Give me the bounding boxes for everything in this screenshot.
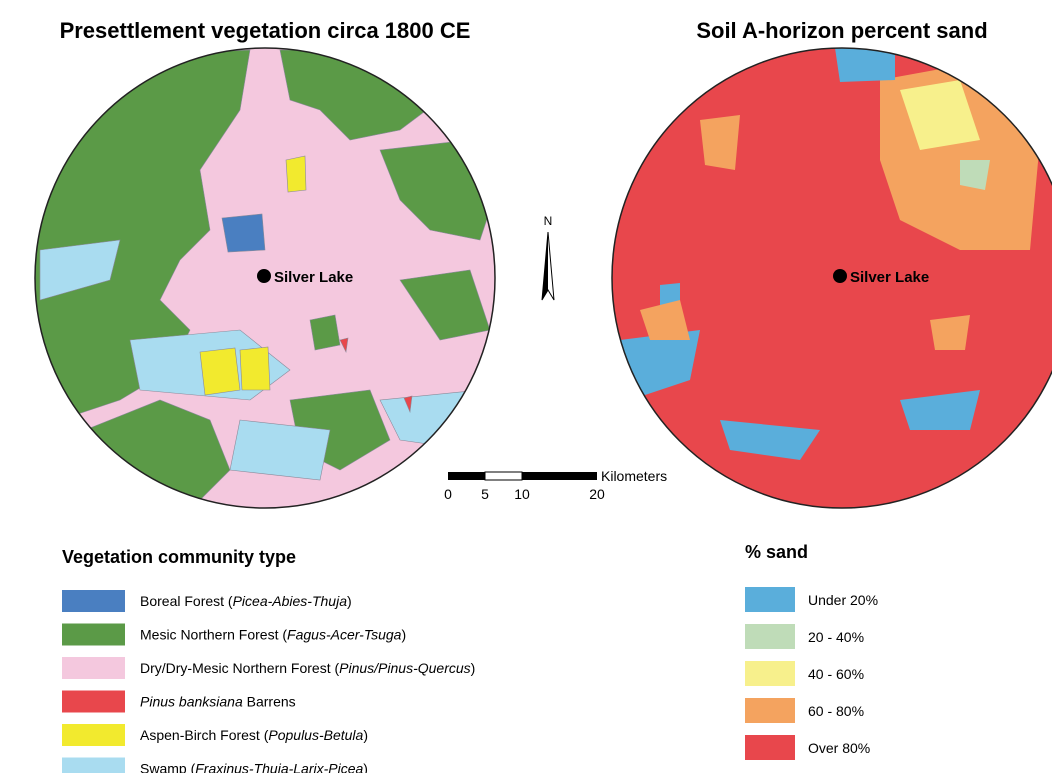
sand-map xyxy=(600,45,1052,515)
map-region xyxy=(930,315,970,350)
map-region xyxy=(960,160,990,190)
map-region xyxy=(835,48,895,82)
place-marker xyxy=(833,269,847,283)
map-region xyxy=(200,348,240,395)
legend-swatch xyxy=(745,735,795,760)
legend-label-part: Fraxinus-Thuja-Larix-Picea xyxy=(195,761,363,774)
place-marker xyxy=(257,269,271,283)
legend-label-part: ) xyxy=(347,593,352,609)
north-label: N xyxy=(544,214,553,228)
legend-title: Vegetation community type xyxy=(62,547,296,567)
legend-swatch xyxy=(745,698,795,723)
legend-label: Dry/Dry-Mesic Northern Forest (Pinus/Pin… xyxy=(140,660,475,676)
scale-tick: 0 xyxy=(444,486,452,502)
legend-label: Boreal Forest (Picea-Abies-Thuja) xyxy=(140,593,352,609)
legend-label: 40 - 60% xyxy=(808,666,864,682)
legend-label: 20 - 40% xyxy=(808,629,864,645)
legend-label-part: Boreal Forest ( xyxy=(140,593,233,609)
scale-unit: Kilometers xyxy=(601,468,667,484)
legend-swatch xyxy=(745,587,795,612)
legend-label-part: Picea-Abies-Thuja xyxy=(233,593,348,609)
map-region xyxy=(420,60,500,120)
legend-label-part: Barrens xyxy=(243,694,296,710)
legend-label: Under 20% xyxy=(808,592,878,608)
legend-swatch xyxy=(745,624,795,649)
legend-swatch xyxy=(62,624,125,646)
legend-label-part: Pinus banksiana xyxy=(140,694,243,710)
map-region xyxy=(310,315,340,350)
legend-swatch xyxy=(62,590,125,612)
map-region xyxy=(230,420,330,480)
legend-swatch xyxy=(62,758,125,774)
map-region xyxy=(40,400,230,520)
legend-label: Swamp (Fraxinus-Thuja-Larix-Picea) xyxy=(140,761,368,774)
vegetation-legend: Boreal Forest (Picea-Abies-Thuja)Mesic N… xyxy=(62,590,475,773)
map-region xyxy=(286,156,306,192)
legend-label: Mesic Northern Forest (Fagus-Acer-Tsuga) xyxy=(140,627,406,643)
legend-swatch xyxy=(62,657,125,679)
scale-bar: Kilometers 0 5 10 20 xyxy=(444,468,667,502)
map-title: Soil A-horizon percent sand xyxy=(696,18,987,43)
legend-label-part: ) xyxy=(401,627,406,643)
legend-label-part: Populus-Betula xyxy=(268,727,363,743)
legend-label-part: Aspen-Birch Forest ( xyxy=(140,727,269,743)
legend-label-part: Swamp ( xyxy=(140,761,196,774)
figure: Presettlement vegetation circa 1800 CE S… xyxy=(0,0,1052,773)
map-region xyxy=(222,214,265,252)
map-region xyxy=(240,347,270,390)
place-label: Silver Lake xyxy=(274,269,353,286)
legend-label-part: Fagus-Acer-Tsuga xyxy=(287,627,402,643)
page: Presettlement vegetation circa 1800 CE S… xyxy=(0,0,1052,773)
place-label: Silver Lake xyxy=(850,269,929,286)
legend-label-part: Mesic Northern Forest ( xyxy=(140,627,287,643)
map-title: Presettlement vegetation circa 1800 CE xyxy=(60,18,471,43)
legend-swatch xyxy=(62,691,125,713)
legend-label: Pinus banksiana Barrens xyxy=(140,694,296,710)
legend-label: Over 80% xyxy=(808,740,870,756)
legend-swatch xyxy=(62,724,125,746)
legend-title: % sand xyxy=(745,542,808,562)
scale-tick: 5 xyxy=(481,486,489,502)
legend-label-part: ) xyxy=(363,727,368,743)
sand-legend: Under 20% 20 - 40% 40 - 60% 60 - 80% Over 80… xyxy=(745,587,878,760)
legend-label-part: Pinus/Pinus-Quercus xyxy=(339,660,471,676)
scale-tick: 20 xyxy=(589,486,605,502)
legend-label-part: Dry/Dry-Mesic Northern Forest ( xyxy=(140,660,339,676)
map-region xyxy=(700,115,740,170)
legend-label-part: ) xyxy=(471,660,476,676)
legend-swatch xyxy=(745,661,795,686)
legend-label-part: ) xyxy=(363,761,368,774)
legend-label: 60 - 80% xyxy=(808,703,864,719)
scale-tick: 10 xyxy=(514,486,530,502)
legend-label: Aspen-Birch Forest (Populus-Betula) xyxy=(140,727,368,743)
